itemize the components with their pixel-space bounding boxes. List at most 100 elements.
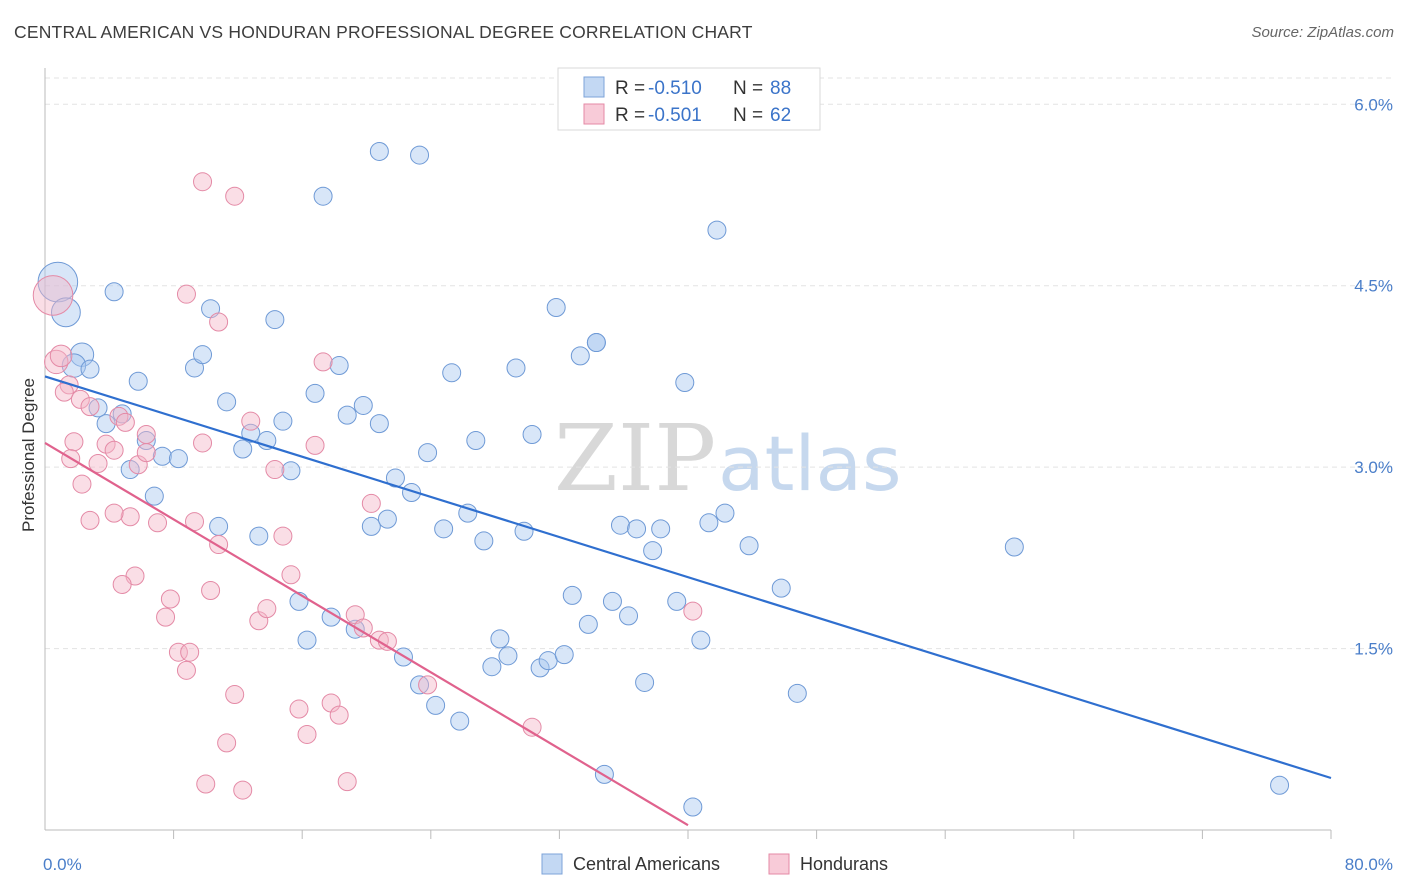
data-point bbox=[369, 414, 389, 434]
data-point bbox=[691, 630, 711, 650]
data-point bbox=[490, 629, 510, 649]
y-tick-label: 6.0% bbox=[1354, 95, 1393, 114]
top-legend: R = -0.510 N = 88 R = -0.501 N = 62 bbox=[557, 67, 821, 131]
data-point bbox=[329, 356, 349, 376]
data-point bbox=[369, 141, 389, 161]
chart-title: CENTRAL AMERICAN VS HONDURAN PROFESSIONA… bbox=[14, 22, 753, 42]
data-point bbox=[160, 589, 180, 609]
data-point bbox=[225, 685, 245, 705]
data-point bbox=[675, 372, 695, 392]
data-point bbox=[683, 797, 703, 817]
data-point bbox=[651, 519, 671, 539]
data-point bbox=[148, 513, 168, 533]
data-point bbox=[193, 345, 213, 365]
data-point bbox=[297, 630, 317, 650]
watermark-zip: ZIP bbox=[554, 405, 716, 512]
data-point bbox=[538, 651, 558, 671]
data-point bbox=[619, 606, 639, 626]
data-point bbox=[217, 392, 237, 412]
data-point bbox=[466, 431, 486, 451]
legend-swatch-central-americans bbox=[583, 76, 605, 98]
data-point bbox=[329, 705, 349, 725]
data-point bbox=[289, 699, 309, 719]
legend-n-label-1: N = bbox=[733, 78, 763, 99]
data-point bbox=[418, 443, 438, 463]
axes bbox=[44, 68, 1332, 839]
legend-n-value-2: 62 bbox=[770, 105, 791, 126]
data-point bbox=[627, 519, 647, 539]
data-point bbox=[193, 172, 213, 192]
data-point bbox=[313, 352, 333, 372]
data-point bbox=[562, 585, 582, 605]
data-point bbox=[305, 383, 325, 403]
data-point bbox=[88, 454, 108, 474]
x-tick-label: 80.0% bbox=[1345, 855, 1393, 874]
data-point bbox=[64, 432, 84, 452]
data-point bbox=[257, 599, 277, 619]
data-point bbox=[176, 284, 196, 304]
data-point bbox=[578, 614, 598, 634]
data-point bbox=[88, 398, 108, 418]
data-point bbox=[787, 683, 807, 703]
data-point bbox=[180, 642, 200, 662]
data-point bbox=[482, 657, 502, 677]
data-point bbox=[643, 541, 663, 561]
data-point bbox=[196, 774, 216, 794]
data-point bbox=[667, 591, 687, 611]
data-point bbox=[715, 503, 735, 523]
data-point bbox=[771, 578, 791, 598]
data-point bbox=[361, 493, 381, 513]
data-point bbox=[209, 516, 229, 536]
data-point bbox=[281, 565, 301, 585]
data-point bbox=[115, 412, 135, 432]
trend-line-central-americans bbox=[44, 375, 1332, 780]
data-point bbox=[442, 363, 462, 383]
data-point bbox=[80, 397, 100, 417]
data-point bbox=[104, 440, 124, 460]
data-point bbox=[265, 310, 285, 330]
data-point bbox=[305, 435, 325, 455]
data-point bbox=[410, 145, 430, 165]
data-point bbox=[353, 395, 373, 415]
data-point bbox=[136, 443, 156, 463]
data-point bbox=[193, 433, 213, 453]
legend-n-value-1: 88 bbox=[770, 78, 791, 99]
data-point bbox=[1004, 537, 1024, 557]
data-point bbox=[458, 503, 478, 523]
data-point bbox=[554, 645, 574, 665]
data-point bbox=[570, 346, 590, 366]
data-point bbox=[602, 591, 622, 611]
trend-lines bbox=[44, 375, 1332, 827]
data-point bbox=[233, 780, 253, 800]
data-point bbox=[426, 695, 446, 715]
data-points bbox=[32, 141, 1290, 817]
legend-swatch-hondurans bbox=[583, 103, 605, 125]
data-point bbox=[385, 468, 405, 488]
data-point bbox=[225, 186, 245, 206]
data-point bbox=[49, 344, 73, 368]
data-point bbox=[418, 675, 438, 695]
data-point bbox=[201, 581, 221, 601]
data-point bbox=[104, 503, 124, 523]
data-point bbox=[506, 358, 526, 378]
data-point bbox=[586, 333, 606, 353]
data-point bbox=[168, 642, 188, 662]
data-point bbox=[434, 519, 454, 539]
data-point bbox=[168, 449, 188, 469]
data-point bbox=[217, 733, 237, 753]
data-point bbox=[233, 439, 253, 459]
bottom-legend: Central Americans Hondurans bbox=[541, 853, 888, 875]
data-point bbox=[32, 275, 74, 316]
data-point bbox=[530, 658, 550, 678]
data-point bbox=[152, 446, 172, 466]
data-point bbox=[699, 513, 719, 533]
legend-r-value-2: -0.501 bbox=[648, 105, 702, 126]
data-point bbox=[80, 359, 100, 379]
data-point bbox=[498, 646, 518, 666]
data-point bbox=[337, 772, 357, 792]
legend-r-label-2: R = bbox=[615, 105, 645, 126]
bottom-legend-swatch-hondurans bbox=[768, 853, 790, 875]
legend-n-label-2: N = bbox=[733, 105, 763, 126]
data-point bbox=[209, 312, 229, 332]
data-point bbox=[72, 474, 92, 494]
